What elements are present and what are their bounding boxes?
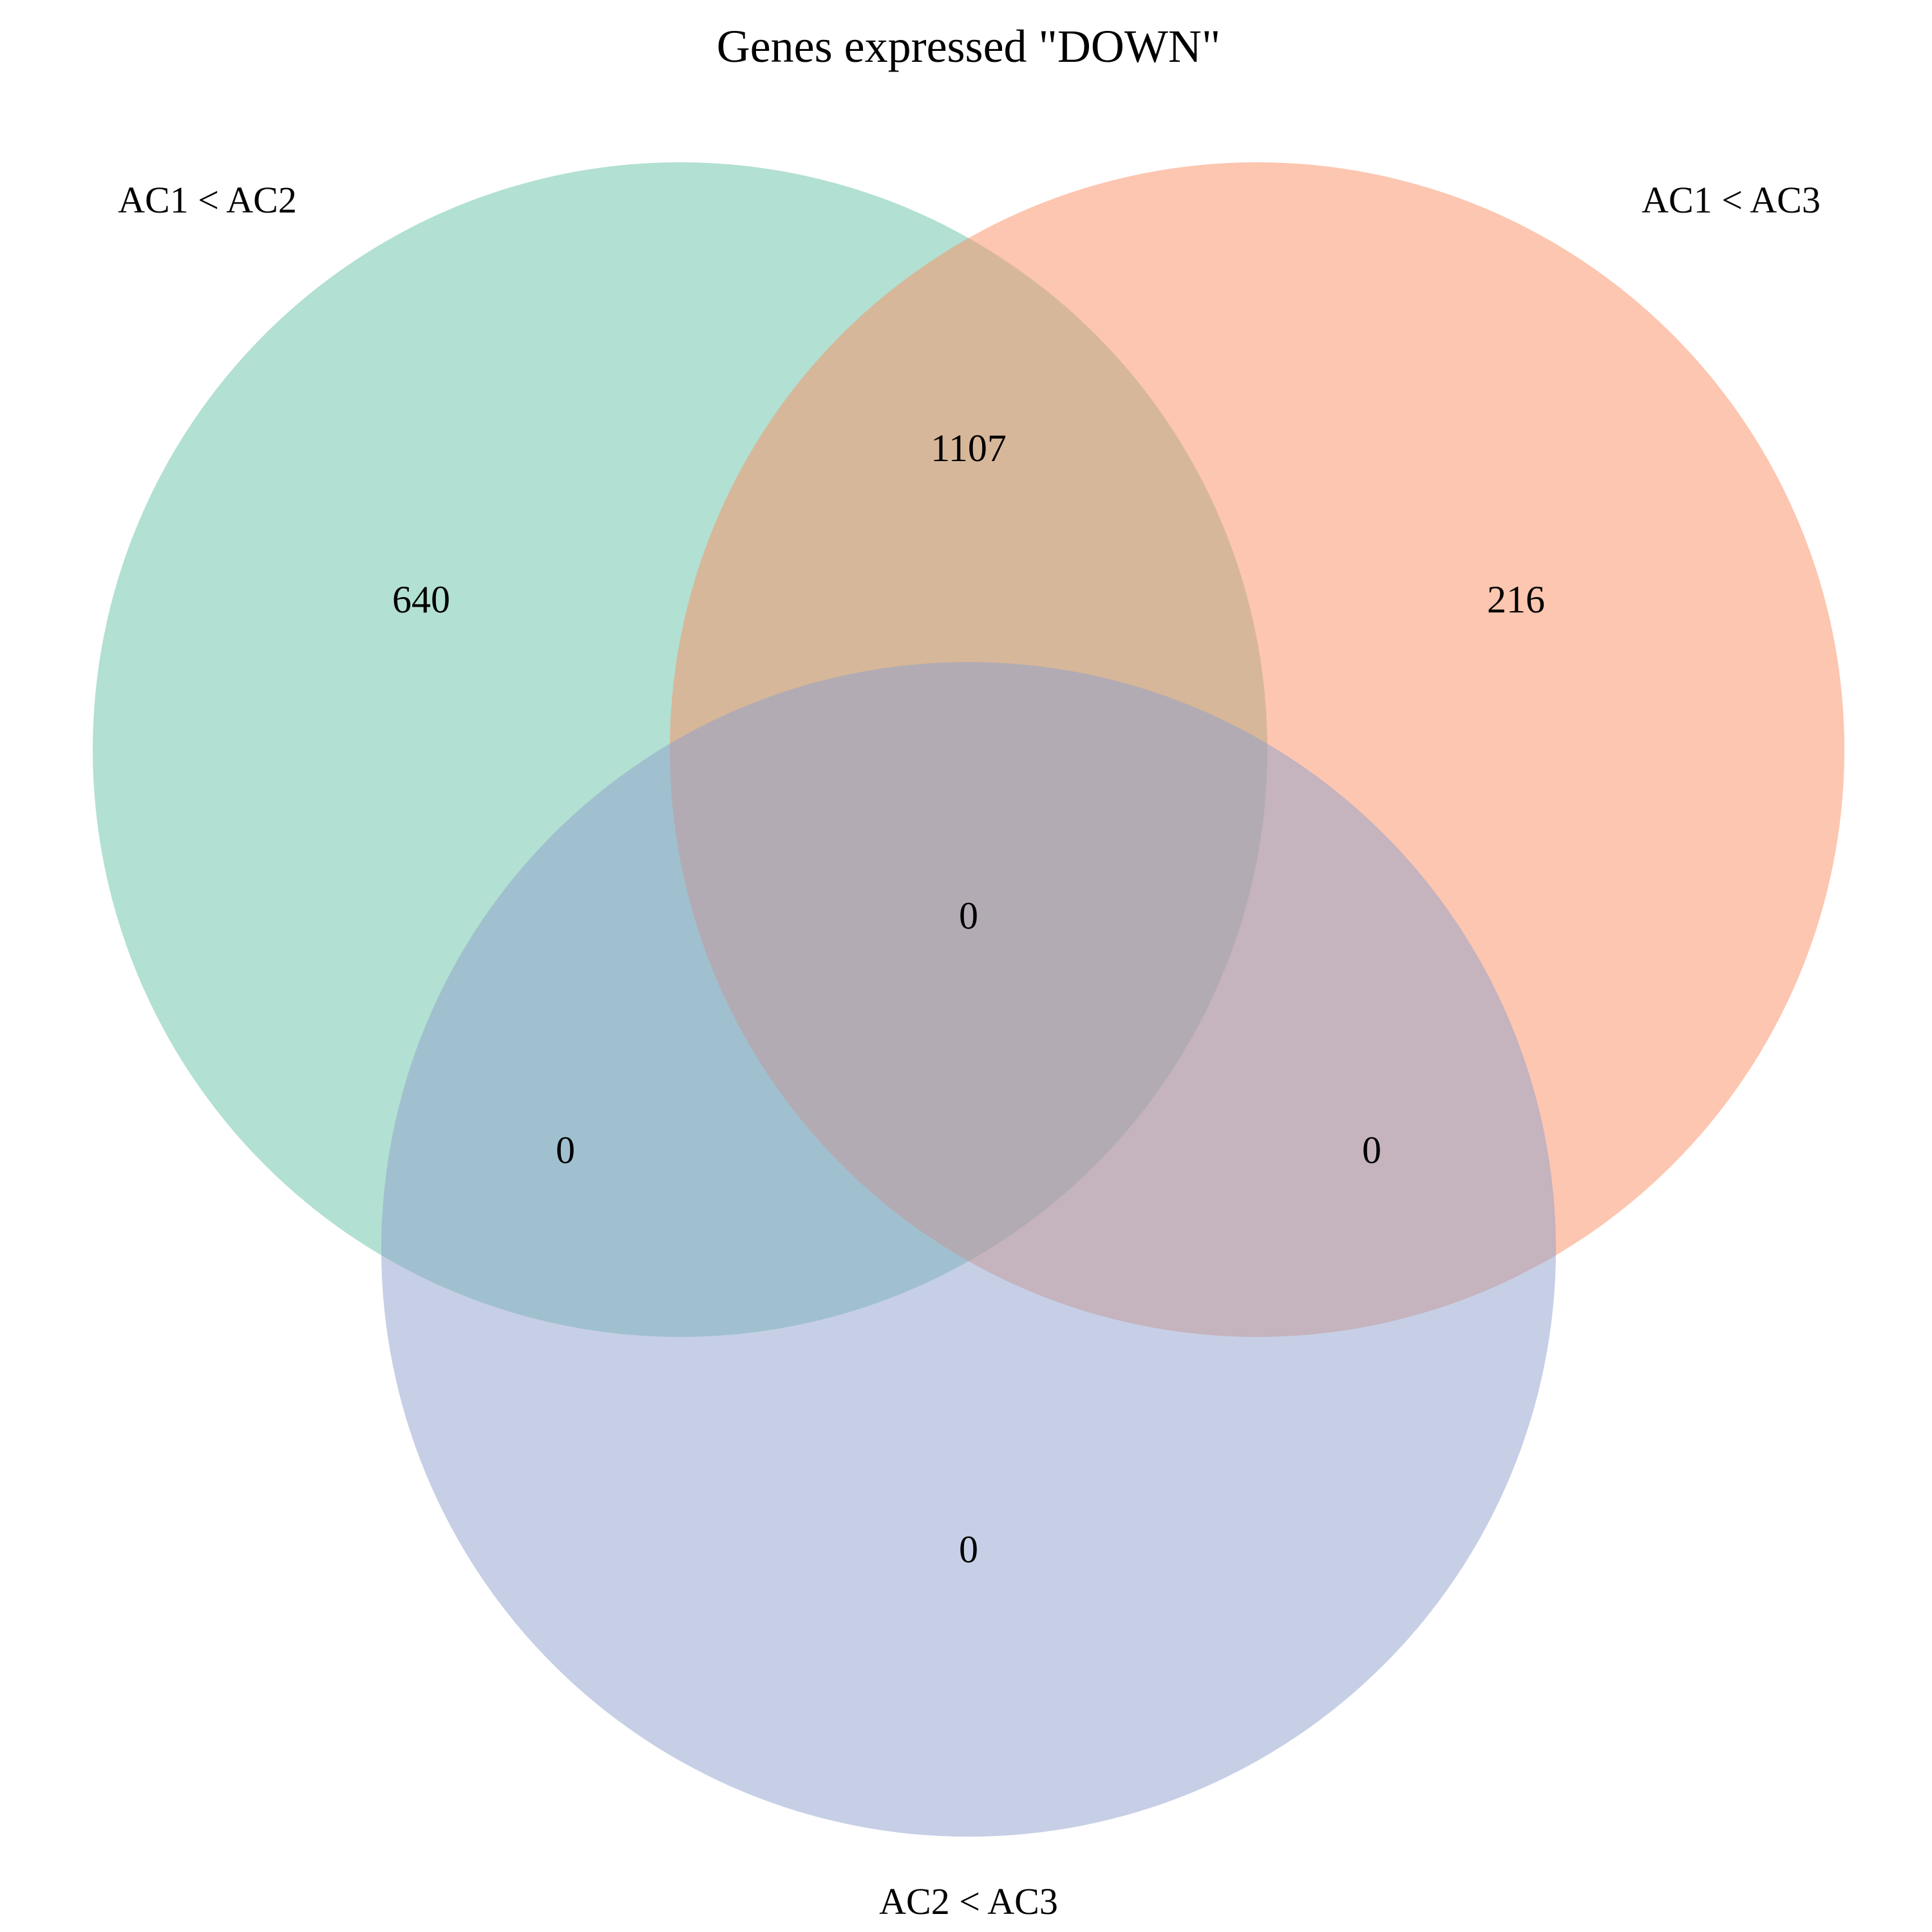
count-bc: 0 bbox=[1362, 1129, 1381, 1171]
count-ac: 0 bbox=[556, 1129, 575, 1171]
set-label-ac2-lt-ac3: AC2 < AC3 bbox=[879, 1880, 1058, 1922]
set-label-ac1-lt-ac3: AC1 < AC3 bbox=[1642, 179, 1821, 221]
count-b-only: 216 bbox=[1487, 578, 1545, 621]
diagram-title: Genes expressed "DOWN" bbox=[717, 21, 1221, 72]
set-label-ac1-lt-ac2: AC1 < AC2 bbox=[118, 179, 297, 221]
count-ab: 1107 bbox=[931, 427, 1007, 469]
count-a-only: 640 bbox=[392, 578, 450, 621]
set-circle-ac2-lt-ac3 bbox=[381, 662, 1556, 1837]
count-c-only: 0 bbox=[959, 1528, 978, 1571]
count-abc: 0 bbox=[959, 895, 978, 937]
